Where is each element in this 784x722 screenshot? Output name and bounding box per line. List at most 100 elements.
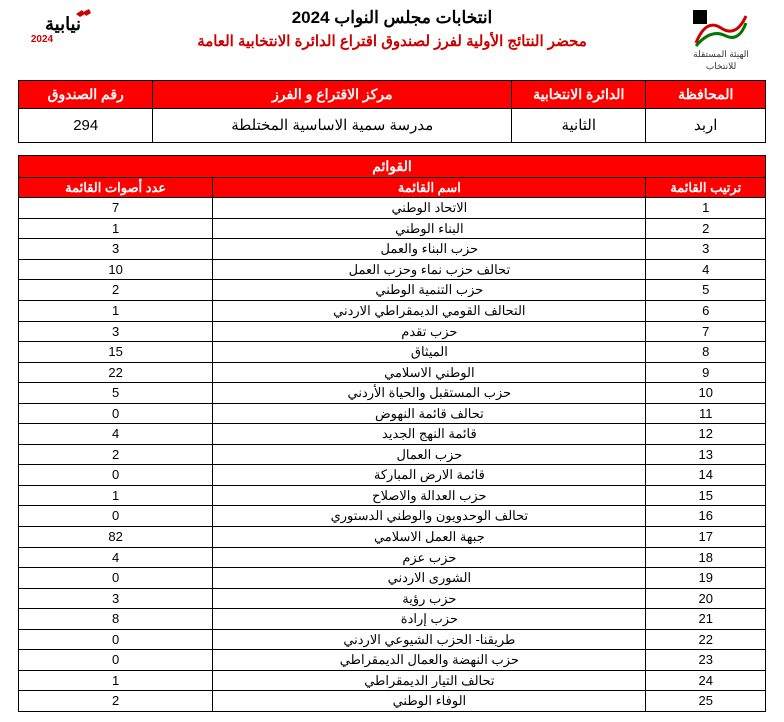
iec-label-1: الهيئة المستقلة <box>693 50 749 60</box>
cell-votes: 7 <box>19 198 213 219</box>
cell-votes: 0 <box>19 650 213 671</box>
cell-name: حزب إرادة <box>213 609 646 630</box>
cell-rank: 8 <box>646 342 766 363</box>
cell-rank: 7 <box>646 321 766 342</box>
table-row: 18حزب عزم4 <box>19 547 766 568</box>
cell-rank: 15 <box>646 485 766 506</box>
info-value-district: الثانية <box>512 108 646 142</box>
cell-votes: 2 <box>19 691 213 712</box>
lists-header-rank: ترتيب القائمة <box>646 177 766 198</box>
info-header-center: مركز الاقتراع و الفرز <box>153 80 512 108</box>
cell-rank: 2 <box>646 218 766 239</box>
cell-name: البناء الوطني <box>213 218 646 239</box>
svg-text:نيابية: نيابية <box>45 14 81 34</box>
table-row: 7حزب تقدم3 <box>19 321 766 342</box>
cell-name: الوفاء الوطني <box>213 691 646 712</box>
cell-rank: 12 <box>646 424 766 445</box>
cell-rank: 9 <box>646 362 766 383</box>
cell-votes: 8 <box>19 609 213 630</box>
table-row: 19الشورى الاردني0 <box>19 568 766 589</box>
table-row: 5حزب التنمية الوطني2 <box>19 280 766 301</box>
cell-name: قائمة الارض المباركة <box>213 465 646 486</box>
cell-rank: 18 <box>646 547 766 568</box>
table-row: 2البناء الوطني1 <box>19 218 766 239</box>
cell-votes: 15 <box>19 342 213 363</box>
cell-rank: 3 <box>646 239 766 260</box>
lists-title: القوائم <box>19 155 766 177</box>
cell-name: جبهة العمل الاسلامي <box>213 526 646 547</box>
cell-votes: 4 <box>19 424 213 445</box>
table-row: 1الاتحاد الوطني7 <box>19 198 766 219</box>
page-title: انتخابات مجلس النواب 2024 <box>108 8 676 28</box>
table-row: 23حزب النهضة والعمال الديمقراطي0 <box>19 650 766 671</box>
cell-rank: 19 <box>646 568 766 589</box>
cell-votes: 10 <box>19 259 213 280</box>
iec-label-2: للانتخاب <box>706 62 736 72</box>
svg-text:2024: 2024 <box>31 34 54 45</box>
info-value-box: 294 <box>19 108 153 142</box>
cell-votes: 0 <box>19 568 213 589</box>
table-row: 6التحالف القومي الديمقراطي الاردني1 <box>19 300 766 321</box>
iec-logo-icon <box>691 8 751 48</box>
cell-name: طريقنا- الحزب الشيوعي الاردني <box>213 629 646 650</box>
cell-name: حزب البناء والعمل <box>213 239 646 260</box>
cell-name: حزب عزم <box>213 547 646 568</box>
cell-rank: 4 <box>646 259 766 280</box>
table-row: 17جبهة العمل الاسلامي82 <box>19 526 766 547</box>
info-value-governorate: اربد <box>646 108 766 142</box>
cell-rank: 14 <box>646 465 766 486</box>
table-row: 12قائمة النهج الجديد4 <box>19 424 766 445</box>
info-header-box: رقم الصندوق <box>19 80 153 108</box>
cell-votes: 0 <box>19 465 213 486</box>
table-row: 8الميثاق15 <box>19 342 766 363</box>
info-header-district: الدائرة الانتخابية <box>512 80 646 108</box>
cell-votes: 0 <box>19 506 213 527</box>
lists-header-votes: عدد أصوات القائمة <box>19 177 213 198</box>
header: الهيئة المستقلة للانتخاب انتخابات مجلس ا… <box>18 8 766 72</box>
iec-logo: الهيئة المستقلة للانتخاب <box>676 8 766 72</box>
table-row: 15حزب العدالة والاصلاح1 <box>19 485 766 506</box>
cell-rank: 22 <box>646 629 766 650</box>
table-row: 14قائمة الارض المباركة0 <box>19 465 766 486</box>
table-row: 20حزب رؤية3 <box>19 588 766 609</box>
cell-votes: 3 <box>19 321 213 342</box>
table-row: 10حزب المستقبل والحياة الأردني5 <box>19 383 766 404</box>
table-row: 22طريقنا- الحزب الشيوعي الاردني0 <box>19 629 766 650</box>
cell-name: التحالف القومي الديمقراطي الاردني <box>213 300 646 321</box>
cell-rank: 25 <box>646 691 766 712</box>
info-row: اربد الثانية مدرسة سمية الاساسية المختلط… <box>19 108 766 142</box>
page: الهيئة المستقلة للانتخاب انتخابات مجلس ا… <box>0 0 784 720</box>
cell-votes: 5 <box>19 383 213 404</box>
cell-rank: 16 <box>646 506 766 527</box>
cell-name: تحالف حزب نماء وحزب العمل <box>213 259 646 280</box>
cell-rank: 1 <box>646 198 766 219</box>
table-row: 13حزب العمال2 <box>19 444 766 465</box>
cell-name: تحالف التيار الديمقراطي <box>213 670 646 691</box>
cell-name: الميثاق <box>213 342 646 363</box>
cell-votes: 3 <box>19 588 213 609</box>
cell-rank: 20 <box>646 588 766 609</box>
cell-name: حزب العمال <box>213 444 646 465</box>
cell-votes: 1 <box>19 485 213 506</box>
cell-rank: 21 <box>646 609 766 630</box>
cell-rank: 10 <box>646 383 766 404</box>
cell-name: حزب رؤية <box>213 588 646 609</box>
cell-name: حزب التنمية الوطني <box>213 280 646 301</box>
cell-votes: 22 <box>19 362 213 383</box>
table-row: 24تحالف التيار الديمقراطي1 <box>19 670 766 691</box>
info-header-governorate: المحافظة <box>646 80 766 108</box>
lists-table: القوائم ترتيب القائمة اسم القائمة عدد أص… <box>18 155 766 712</box>
cell-rank: 13 <box>646 444 766 465</box>
cell-name: تحالف الوحدويون والوطني الدستوري <box>213 506 646 527</box>
lists-header-name: اسم القائمة <box>213 177 646 198</box>
cell-votes: 3 <box>19 239 213 260</box>
table-row: 3حزب البناء والعمل3 <box>19 239 766 260</box>
cell-votes: 0 <box>19 629 213 650</box>
cell-votes: 1 <box>19 670 213 691</box>
cell-rank: 6 <box>646 300 766 321</box>
cell-rank: 5 <box>646 280 766 301</box>
table-row: 16تحالف الوحدويون والوطني الدستوري0 <box>19 506 766 527</box>
table-row: 11تحالف قائمة النهوض0 <box>19 403 766 424</box>
cell-votes: 1 <box>19 300 213 321</box>
cell-name: الشورى الاردني <box>213 568 646 589</box>
